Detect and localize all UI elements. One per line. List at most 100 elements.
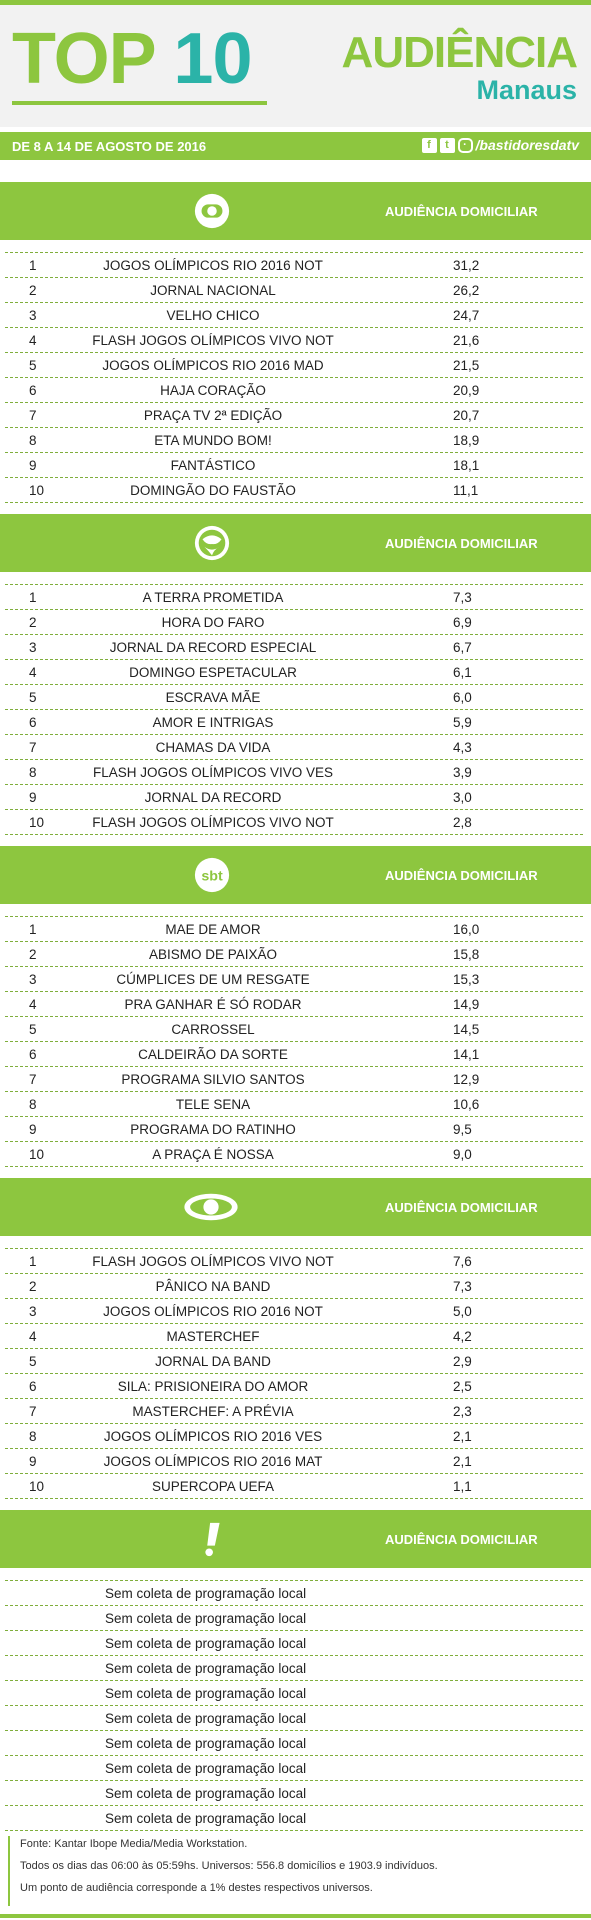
program-cell: CALDEIRÃO DA SORTE (138, 1047, 288, 1062)
table-row: Sem coleta de programação local (5, 1706, 583, 1731)
ranking-table: 1 A TERRA PROMETIDA 7,3 2 HORA DO FARO 6,9 3 JO… (0, 584, 591, 835)
rating-cell: 6,1 (453, 665, 472, 680)
rank-cell: 3 (29, 972, 37, 987)
table-row: 9 JOGOS OLÍMPICOS RIO 2016 MAT 2,1 (5, 1449, 583, 1474)
redetv-logo-icon (193, 1520, 231, 1558)
rating-cell: 10,6 (453, 1097, 480, 1112)
rating-cell: 31,2 (453, 258, 480, 273)
rating-cell: 2,3 (453, 1404, 472, 1419)
rating-cell: 7,6 (453, 1254, 472, 1269)
program-cell: JOGOS OLÍMPICOS RIO 2016 MAD (102, 358, 324, 373)
section-header-band: sbt AUDIÊNCIA DOMICILIAR (0, 846, 591, 904)
table-row: 1 FLASH JOGOS OLÍMPICOS VIVO NOT 7,6 (5, 1248, 583, 1274)
footer-schedule: Todos os dias das 06:00 às 05:59hs. Univ… (20, 1860, 438, 1872)
table-row: 8 JOGOS OLÍMPICOS RIO 2016 VES 2,1 (5, 1424, 583, 1449)
program-cell: CARROSSEL (171, 1022, 255, 1037)
table-row: Sem coleta de programação local (5, 1781, 583, 1806)
channel-section: AUDIÊNCIA DOMICILIAR 1 JOGOS OLÍMPICOS RIO… (0, 182, 591, 503)
rank-cell: 6 (29, 715, 37, 730)
twitter-icon[interactable]: t (439, 137, 455, 153)
rating-cell: 2,1 (453, 1454, 472, 1469)
rank-cell: 8 (29, 1429, 37, 1444)
rating-cell: 5,9 (453, 715, 472, 730)
channel-section: sbt AUDIÊNCIA DOMICILIAR 1 MAE DE AMOR 16,0 2… (0, 846, 591, 1167)
rank-cell: 5 (29, 1354, 37, 1369)
rank-cell: 9 (29, 1122, 37, 1137)
rank-cell: 8 (29, 765, 37, 780)
table-row: 8 ETA MUNDO BOM! 18,9 (5, 428, 583, 453)
rating-cell: 21,5 (453, 358, 480, 373)
rank-cell: 6 (29, 383, 37, 398)
rating-cell: 6,0 (453, 690, 472, 705)
rank-cell: 7 (29, 408, 37, 423)
ranking-table: Sem coleta de programação local Sem colet… (0, 1580, 591, 1831)
table-row: 10 FLASH JOGOS OLÍMPICOS VIVO NOT 2,8 (5, 810, 583, 835)
program-cell: JOGOS OLÍMPICOS RIO 2016 VES (103, 1429, 323, 1444)
section-label: AUDIÊNCIA DOMICILIAR (385, 536, 538, 551)
table-row: Sem coleta de programação local (5, 1580, 583, 1606)
rank-cell: 7 (29, 1404, 37, 1419)
program-cell: FLASH JOGOS OLÍMPICOS VIVO NOT (92, 815, 334, 830)
section-label: AUDIÊNCIA DOMICILIAR (385, 204, 538, 219)
table-row: 1 A TERRA PROMETIDA 7,3 (5, 584, 583, 610)
program-cell: Sem coleta de programação local (105, 1586, 307, 1601)
rating-cell: 9,5 (453, 1122, 472, 1137)
rating-cell: 11,1 (453, 483, 479, 498)
program-cell: Sem coleta de programação local (105, 1761, 307, 1776)
rank-cell: 10 (29, 815, 45, 830)
program-cell: DOMINGÃO DO FAUSTÃO (130, 483, 296, 498)
table-row: Sem coleta de programação local (5, 1806, 583, 1831)
table-row: 4 FLASH JOGOS OLÍMPICOS VIVO NOT 21,6 (5, 328, 583, 353)
table-row: 2 PÂNICO NA BAND 7,3 (5, 1274, 583, 1299)
rating-cell: 4,2 (453, 1329, 472, 1344)
instagram-icon[interactable]: · (457, 137, 473, 153)
program-cell: ESCRAVA MÃE (165, 690, 261, 705)
top-accent-bar (0, 0, 591, 5)
program-cell: PÂNICO NA BAND (155, 1279, 271, 1294)
facebook-icon[interactable]: f (421, 137, 437, 153)
table-row: 2 ABISMO DE PAIXÃO 15,8 (5, 942, 583, 967)
program-cell: Sem coleta de programação local (105, 1711, 307, 1726)
band-logo-icon (182, 1188, 240, 1226)
table-row: 2 HORA DO FARO 6,9 (5, 610, 583, 635)
program-cell: PRA GANHAR É SÓ RODAR (124, 997, 302, 1012)
rank-cell: 2 (29, 1279, 37, 1294)
program-cell: JORNAL DA RECORD ESPECIAL (109, 640, 317, 655)
table-row: 7 PROGRAMA SILVIO SANTOS 12,9 (5, 1067, 583, 1092)
program-cell: Sem coleta de programação local (105, 1611, 307, 1626)
rank-cell: 3 (29, 308, 37, 323)
rating-cell: 16,0 (453, 922, 480, 937)
table-row: 5 JORNAL DA BAND 2,9 (5, 1349, 583, 1374)
program-cell: Sem coleta de programação local (105, 1661, 307, 1676)
social-handle[interactable]: /bastidoresdatv (475, 137, 579, 153)
program-cell: Sem coleta de programação local (105, 1636, 307, 1651)
section-header-band: AUDIÊNCIA DOMICILIAR (0, 514, 591, 572)
section-header-band: AUDIÊNCIA DOMICILIAR (0, 1178, 591, 1236)
rating-cell: 9,0 (453, 1147, 472, 1162)
rank-cell: 8 (29, 433, 37, 448)
program-cell: TELE SENA (175, 1097, 251, 1112)
program-cell: DOMINGO ESPETACULAR (129, 665, 297, 680)
rating-cell: 7,3 (453, 590, 472, 605)
rank-cell: 9 (29, 1454, 37, 1469)
rating-cell: 15,8 (453, 947, 480, 962)
rank-cell: 3 (29, 640, 37, 655)
rank-cell: 2 (29, 283, 37, 298)
footer-accent-bar (8, 1836, 10, 1906)
rank-cell: 9 (29, 790, 37, 805)
table-row: 8 TELE SENA 10,6 (5, 1092, 583, 1117)
table-row: 6 SILA: PRISIONEIRA DO AMOR 2,5 (5, 1374, 583, 1399)
program-cell: SUPERCOPA UEFA (151, 1479, 275, 1494)
table-row: 9 JORNAL DA RECORD 3,0 (5, 785, 583, 810)
rating-cell: 2,5 (453, 1379, 472, 1394)
rating-cell: 3,9 (453, 765, 472, 780)
rating-cell: 20,7 (453, 408, 480, 423)
program-cell: Sem coleta de programação local (105, 1811, 307, 1826)
program-cell: JORNAL NACIONAL (150, 283, 276, 298)
channel-section: AUDIÊNCIA DOMICILIAR 1 FLASH JOGOS OLÍMPIC… (0, 1178, 591, 1499)
table-row: 5 ESCRAVA MÃE 6,0 (5, 685, 583, 710)
ranking-table: 1 FLASH JOGOS OLÍMPICOS VIVO NOT 7,6 2 PÂNIC… (0, 1248, 591, 1499)
program-cell: A PRAÇA É NOSSA (152, 1147, 274, 1162)
table-row: 4 DOMINGO ESPETACULAR 6,1 (5, 660, 583, 685)
section-header-band: AUDIÊNCIA DOMICILIAR (0, 182, 591, 240)
